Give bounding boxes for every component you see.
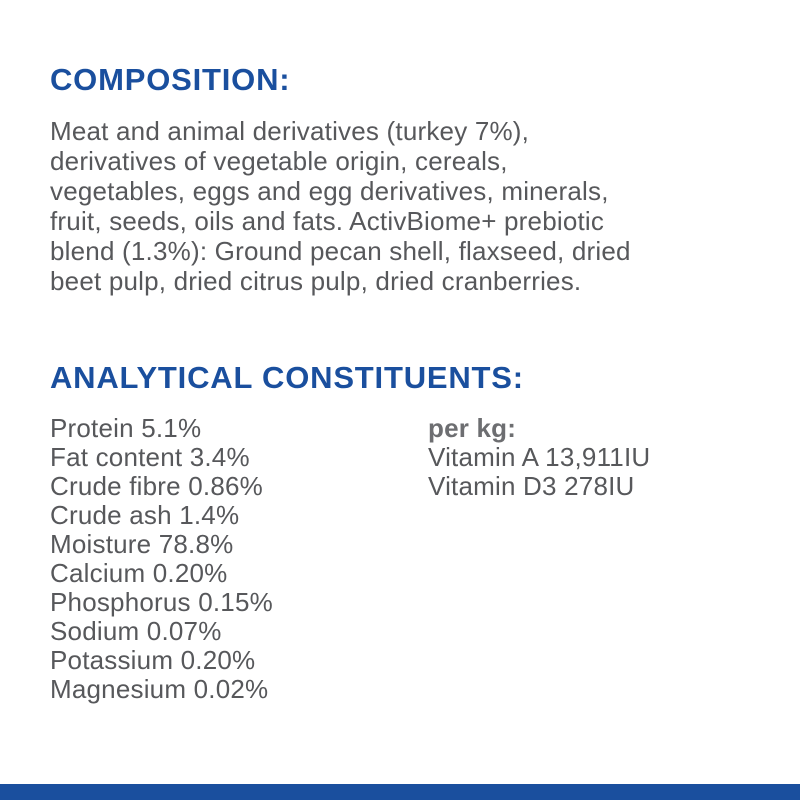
constituent-value: 5.1% [141,413,202,443]
constituent-label: Phosphorus [50,587,191,617]
constituent-item: Crude fibre 0.86% [50,472,273,501]
constituent-value: 0.20% [180,645,256,675]
per-kg-heading: per kg: [428,413,517,443]
composition-body-line: blend (1.3%): Ground pecan shell, flaxse… [50,236,631,266]
constituent-value: 0.02% [193,674,269,704]
analytical-constituents-heading: ANALYTICAL CONSTITUENTS: [50,360,524,395]
vitamin-value: 13,911IU [545,442,651,472]
composition-body-line: fruit, seeds, oils and fats. ActivBiome+… [50,206,605,236]
constituent-label: Fat content [50,442,183,472]
constituent-label: Calcium [50,558,146,588]
vitamin-label: Vitamin A [428,442,538,472]
constituent-label: Crude ash [50,500,172,530]
constituent-value: 0.20% [152,558,228,588]
constituent-item: Fat content 3.4% [50,443,273,472]
constituent-value: 0.07% [146,616,222,646]
constituent-item: Crude ash 1.4% [50,501,273,530]
constituent-label: Magnesium [50,674,187,704]
composition-body-line: Meat and animal derivatives (turkey 7%), [50,116,530,146]
constituent-value: 78.8% [158,529,234,559]
composition-heading: COMPOSITION: [50,62,291,97]
constituent-label: Crude fibre [50,471,181,501]
constituent-item: Moisture 78.8% [50,530,273,559]
composition-body-line: derivatives of vegetable origin, cereals… [50,146,508,176]
constituent-label: Moisture [50,529,152,559]
constituent-item: Protein 5.1% [50,414,273,443]
constituent-item: Magnesium 0.02% [50,675,273,704]
constituent-value: 0.15% [198,587,273,617]
bottom-accent-bar [0,784,800,800]
constituents-list: Protein 5.1% Fat content 3.4% Crude fibr… [50,414,273,704]
constituent-item: Sodium 0.07% [50,617,273,646]
constituent-item: Potassium 0.20% [50,646,273,675]
vitamin-label: Vitamin D3 [428,471,557,501]
constituent-label: Protein [50,413,134,443]
constituent-item: Phosphorus 0.15% [50,588,273,617]
constituent-value: 1.4% [179,500,240,530]
constituent-value: 3.4% [189,442,250,472]
constituent-label: Potassium [50,645,174,675]
constituent-item: Calcium 0.20% [50,559,273,588]
vitamin-value: 278IU [564,471,635,501]
composition-body-line: beet pulp, dried citrus pulp, dried cran… [50,266,582,296]
constituent-label: Sodium [50,616,140,646]
composition-body-line: vegetables, eggs and egg derivatives, mi… [50,176,609,206]
per-kg-column: per kg: Vitamin A 13,911IU Vitamin D3 27… [428,414,650,501]
vitamin-item: Vitamin D3 278IU [428,472,650,501]
vitamin-item: Vitamin A 13,911IU [428,443,650,472]
constituent-value: 0.86% [188,471,263,501]
composition-body: Meat and animal derivatives (turkey 7%),… [50,116,631,296]
